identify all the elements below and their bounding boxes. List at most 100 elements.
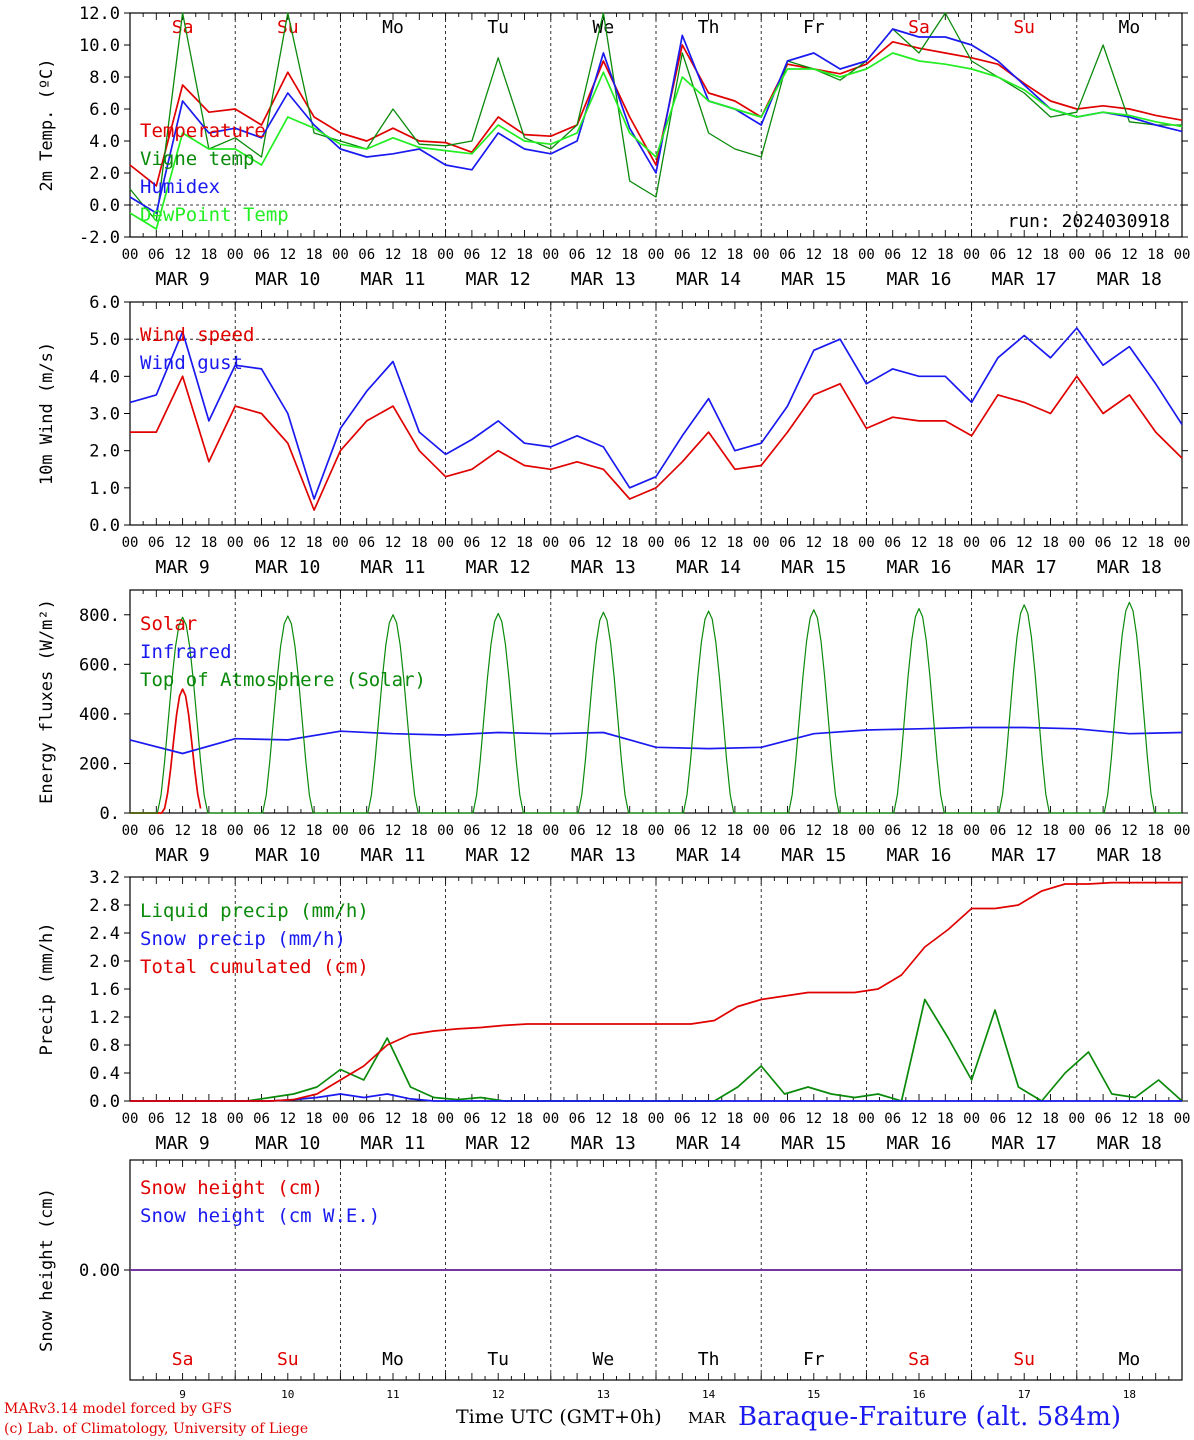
x-hour-label: 00: [858, 535, 875, 551]
x-hour-label: 18: [937, 535, 954, 551]
weekday-label: Fr: [803, 1349, 825, 1370]
x-hour-label: 18: [1147, 1111, 1164, 1127]
x-hour-label: 00: [332, 823, 349, 839]
x-hour-label: 06: [674, 1111, 691, 1127]
x-hour-label: 00: [648, 247, 665, 263]
x-hour-label: 18: [1042, 247, 1059, 263]
x-hour-label: 18: [306, 535, 323, 551]
x-hour-label: 00: [648, 1111, 665, 1127]
x-hour-label: 18: [411, 535, 428, 551]
x-hour-label: 06: [779, 247, 796, 263]
weekday-label: Su: [1013, 17, 1035, 38]
x-hour-label: 06: [989, 823, 1006, 839]
x-hour-label: 18: [726, 823, 743, 839]
weekday-label: Su: [277, 17, 299, 38]
credit-model: MARv3.14 model forced by GFS: [4, 1401, 233, 1417]
x-hour-label: 00: [963, 535, 980, 551]
weekday-label: Mo: [382, 17, 404, 38]
x-date-label: MAR 16: [886, 1133, 951, 1154]
x-hour-label: 00: [1068, 247, 1085, 263]
x-hour-label: 00: [122, 1111, 139, 1127]
x-date-label: MAR 14: [676, 269, 741, 290]
x-hour-label: 18: [306, 823, 323, 839]
x-hour-label: 12: [174, 535, 191, 551]
x-hour-label: 00: [858, 823, 875, 839]
y-tick-label: 0.0: [89, 1092, 120, 1112]
x-hour-label: 12: [174, 1111, 191, 1127]
x-hour-label: 06: [148, 247, 165, 263]
weekday-label: Mo: [1119, 17, 1141, 38]
x-hour-label: 06: [358, 247, 375, 263]
x-hour-label: 00: [1174, 823, 1191, 839]
x-hour-label: 18: [516, 823, 533, 839]
x-hour-label: 12: [385, 247, 402, 263]
x-hour-label: 12: [700, 535, 717, 551]
x-date-label: MAR 16: [886, 269, 951, 290]
x-hour-label: 06: [148, 535, 165, 551]
x-hour-label: 06: [674, 535, 691, 551]
day-number-label: 11: [386, 1388, 399, 1401]
x-date-label: MAR 9: [156, 557, 210, 578]
x-hour-label: 06: [148, 823, 165, 839]
x-axis-title: Time UTC (GMT+0h): [456, 1406, 662, 1428]
x-hour-label: 00: [1068, 535, 1085, 551]
x-date-label: MAR 18: [1097, 1133, 1162, 1154]
x-hour-label: 12: [595, 823, 612, 839]
x-hour-label: 06: [989, 535, 1006, 551]
x-hour-label: 06: [674, 247, 691, 263]
y-tick-label: 0.0: [89, 516, 120, 536]
x-hour-label: 06: [358, 535, 375, 551]
x-hour-label: 06: [358, 1111, 375, 1127]
x-date-label: MAR 10: [255, 269, 320, 290]
y-tick-label: 4.0: [89, 132, 120, 152]
x-date-label: MAR 18: [1097, 269, 1162, 290]
y-tick-label: 3.0: [89, 405, 120, 425]
x-date-label: MAR 14: [676, 1133, 741, 1154]
x-hour-label: 18: [1147, 247, 1164, 263]
x-hour-label: 00: [122, 535, 139, 551]
weekday-label: Su: [1013, 1349, 1035, 1370]
x-hour-label: 18: [832, 1111, 849, 1127]
series-snow-precip-mm-h-: [130, 1093, 1182, 1102]
x-hour-label: 12: [279, 823, 296, 839]
weekday-label: Mo: [382, 1349, 404, 1370]
series-solar: [130, 688, 202, 814]
x-hour-label: 18: [621, 1111, 638, 1127]
x-hour-label: 12: [911, 247, 928, 263]
x-hour-label: 12: [490, 1111, 507, 1127]
x-hour-label: 12: [490, 247, 507, 263]
y-axis-label: Energy fluxes (W/m²): [37, 599, 57, 804]
x-hour-label: 18: [937, 247, 954, 263]
y-axis-label: Precip (mm/h): [37, 922, 57, 1055]
y-tick-label: 1.0: [89, 479, 120, 499]
day-number-label: 17: [1018, 1388, 1031, 1401]
y-axis-label: 2m Temp. (ºC): [37, 58, 57, 191]
x-hour-label: 18: [832, 247, 849, 263]
x-hour-label: 06: [1095, 247, 1112, 263]
x-hour-label: 12: [279, 247, 296, 263]
x-hour-label: 12: [1016, 535, 1033, 551]
x-hour-label: 06: [884, 1111, 901, 1127]
series-vigne-temp: [129, 12, 1182, 222]
legend-entry: Snow precip (mm/h): [140, 928, 346, 950]
y-tick-label: 200.: [79, 754, 120, 774]
x-hour-label: 00: [542, 1111, 559, 1127]
x-hour-label: 06: [253, 823, 270, 839]
legend-entry: Temperature: [140, 120, 266, 142]
x-hour-label: 18: [200, 1111, 217, 1127]
day-number-label: 9: [179, 1388, 186, 1401]
x-hour-label: 00: [753, 1111, 770, 1127]
day-number-label: 15: [807, 1388, 820, 1401]
station-name: Baraque-Fraiture (alt. 584m): [738, 1402, 1122, 1432]
x-hour-label: 00: [1174, 247, 1191, 263]
y-tick-label: 0.4: [89, 1064, 120, 1084]
x-hour-label: 18: [726, 1111, 743, 1127]
x-date-label: MAR 18: [1097, 845, 1162, 866]
x-hour-label: 00: [437, 247, 454, 263]
x-hour-label: 18: [832, 823, 849, 839]
legend-entry: Total cumulated (cm): [140, 956, 369, 978]
x-date-label: MAR 15: [781, 269, 846, 290]
x-hour-label: 18: [621, 247, 638, 263]
x-hour-label: 06: [253, 247, 270, 263]
weekday-label: Sa: [908, 1349, 930, 1370]
